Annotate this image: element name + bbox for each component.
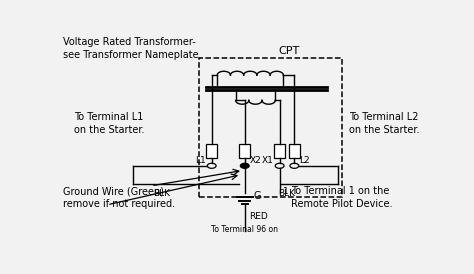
Text: Remote Pilot Device.: Remote Pilot Device. [291, 199, 392, 209]
Text: L1: L1 [195, 156, 205, 165]
Circle shape [240, 163, 249, 168]
Text: To Terminal L1: To Terminal L1 [74, 112, 143, 122]
Text: X1: X1 [262, 156, 273, 165]
Bar [289, 144, 300, 158]
Text: G: G [254, 192, 262, 201]
Text: BLK: BLK [154, 189, 171, 198]
Bar [239, 144, 250, 158]
Text: To Terminal L2: To Terminal L2 [349, 112, 419, 122]
Text: To Terminal 1 on the: To Terminal 1 on the [291, 186, 389, 196]
Text: on the Starter.: on the Starter. [74, 125, 145, 135]
Text: RED: RED [249, 212, 268, 221]
Text: 1: 1 [283, 187, 289, 196]
Text: see Transformer Nameplate.: see Transformer Nameplate. [63, 50, 201, 60]
Bar [274, 144, 285, 158]
Text: CPT: CPT [278, 46, 300, 56]
Text: remove if not required.: remove if not required. [63, 199, 175, 209]
Text: To Terminal 96 on: To Terminal 96 on [211, 226, 278, 234]
Text: Ground Wire (Green): Ground Wire (Green) [63, 186, 164, 196]
Text: Voltage Rated Transformer-: Voltage Rated Transformer- [63, 37, 196, 47]
Text: on the Starter.: on the Starter. [349, 125, 420, 135]
Bar [206, 144, 217, 158]
Text: BLK: BLK [279, 189, 295, 198]
Text: X2: X2 [250, 156, 262, 165]
Text: L2: L2 [300, 156, 310, 165]
Bar [199, 58, 342, 198]
